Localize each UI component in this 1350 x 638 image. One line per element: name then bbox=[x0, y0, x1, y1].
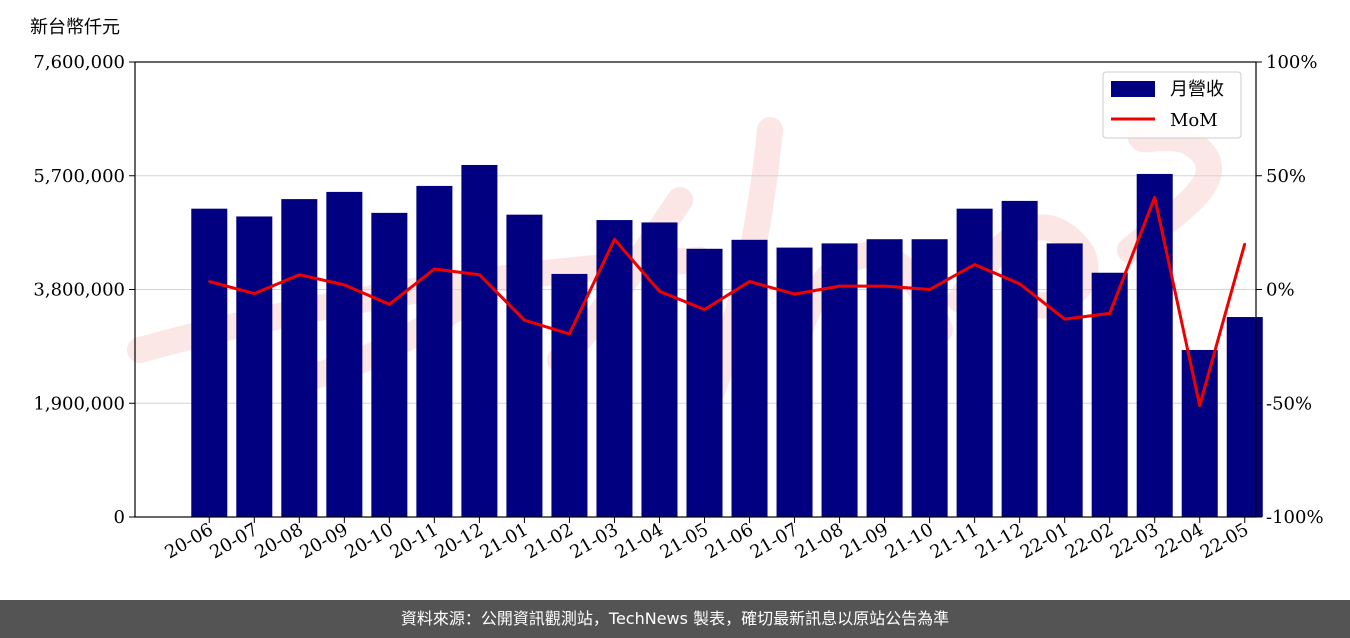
bar bbox=[551, 273, 588, 517]
mom-point bbox=[613, 238, 616, 241]
mom-point bbox=[973, 263, 976, 266]
x-tick-label: 22-01 bbox=[1017, 519, 1072, 563]
y-right-tick-label: 50% bbox=[1266, 166, 1306, 187]
bar bbox=[1226, 317, 1263, 517]
mom-point bbox=[568, 332, 571, 336]
legend: 月營收 MoM bbox=[1102, 71, 1242, 139]
y-left-tick-label: 0 bbox=[114, 507, 125, 528]
bar bbox=[1136, 173, 1173, 517]
y-right-tick-label: 0% bbox=[1266, 280, 1295, 301]
x-tick-label: 21-10 bbox=[882, 519, 937, 563]
y-left-tick-label: 7,600,000 bbox=[33, 52, 125, 73]
mom-point bbox=[928, 288, 931, 291]
bar bbox=[236, 216, 273, 518]
x-tick-label: 21-07 bbox=[747, 519, 802, 563]
x-tick-label: 21-06 bbox=[702, 519, 757, 563]
bar bbox=[596, 220, 633, 518]
mom-point bbox=[703, 308, 706, 311]
bar-series bbox=[191, 164, 1263, 518]
x-tick-label: 21-03 bbox=[567, 519, 622, 563]
x-axis: 20-0620-0720-0820-0920-1020-1120-1221-01… bbox=[161, 517, 1252, 563]
mom-point bbox=[1243, 242, 1246, 246]
mom-point bbox=[208, 280, 211, 283]
bar bbox=[1001, 200, 1038, 518]
x-tick-label: 21-11 bbox=[927, 519, 982, 563]
bar bbox=[1181, 349, 1218, 517]
bar bbox=[281, 199, 318, 517]
bar bbox=[641, 222, 678, 517]
bar bbox=[911, 239, 948, 518]
y-axis-left: 0 1,900,000 3,800,000 5,700,000 7,600,000 bbox=[33, 52, 135, 528]
unit-label: 新台幣仟元 bbox=[30, 17, 120, 38]
bar bbox=[821, 243, 858, 518]
revenue-chart: 新台幣仟元 0 1,900,000 3,800,000 5,700,000 7,600,… bbox=[30, 17, 1324, 563]
legend-swatch-revenue bbox=[1111, 81, 1155, 97]
y-left-tick-label: 3,800,000 bbox=[33, 280, 125, 301]
bar bbox=[371, 212, 408, 518]
mom-point bbox=[748, 280, 751, 283]
mom-point bbox=[388, 303, 391, 306]
mom-point bbox=[658, 290, 661, 293]
bar bbox=[506, 214, 543, 517]
x-tick-label: 20-08 bbox=[251, 519, 306, 563]
mom-point bbox=[1108, 312, 1111, 315]
mom-point bbox=[1018, 282, 1021, 286]
x-tick-label: 20-12 bbox=[431, 519, 486, 563]
x-tick-label: 22-05 bbox=[1197, 519, 1252, 563]
legend-label-mom: MoM bbox=[1170, 110, 1218, 131]
x-tick-label: 20-07 bbox=[206, 519, 261, 563]
bar bbox=[776, 247, 813, 517]
y-left-tick-label: 1,900,000 bbox=[33, 393, 125, 414]
x-tick-label: 22-02 bbox=[1062, 519, 1117, 563]
legend-label-revenue: 月營收 bbox=[1170, 79, 1224, 100]
mom-point bbox=[883, 284, 886, 288]
bar bbox=[326, 191, 363, 517]
mom-point bbox=[433, 267, 436, 271]
y-right-tick-label: 100% bbox=[1266, 52, 1317, 73]
x-tick-label: 21-08 bbox=[792, 519, 847, 563]
x-tick-label: 21-01 bbox=[476, 519, 531, 563]
mom-point bbox=[1063, 317, 1066, 321]
x-tick-label: 21-02 bbox=[522, 519, 577, 563]
y-right-tick-label: -50% bbox=[1266, 393, 1312, 414]
y-axis-right: -100% -50% 0% 50% 100% bbox=[1256, 52, 1324, 528]
mom-line bbox=[208, 195, 1247, 407]
mom-point bbox=[1153, 196, 1156, 199]
x-tick-label: 21-05 bbox=[657, 519, 712, 563]
x-tick-label: 21-09 bbox=[837, 519, 892, 563]
x-tick-label: 20-06 bbox=[161, 519, 216, 563]
bar bbox=[866, 239, 903, 518]
bar bbox=[956, 208, 993, 518]
bar bbox=[686, 248, 723, 517]
x-tick-label: 20-11 bbox=[386, 519, 441, 563]
x-tick-label: 20-09 bbox=[296, 519, 351, 563]
source-footer: 資料來源：公開資訊觀測站，TechNews 製表，確切最新訊息以原站公告為準 bbox=[0, 600, 1350, 638]
mom-point bbox=[1198, 404, 1201, 407]
x-tick-label: 21-04 bbox=[612, 519, 667, 563]
x-tick-label: 21-12 bbox=[972, 519, 1027, 563]
x-tick-label: 22-03 bbox=[1107, 519, 1162, 563]
mom-point bbox=[523, 319, 526, 322]
mom-point bbox=[793, 292, 796, 296]
bar bbox=[416, 185, 453, 518]
mom-point bbox=[298, 273, 301, 276]
mom-point bbox=[838, 284, 841, 288]
mom-point bbox=[478, 273, 481, 276]
bar bbox=[461, 164, 498, 517]
y-left-tick-label: 5,700,000 bbox=[33, 166, 125, 187]
mom-point bbox=[253, 292, 256, 295]
bar bbox=[1046, 243, 1083, 518]
mom-series bbox=[208, 195, 1247, 407]
bar bbox=[191, 208, 228, 518]
mom-point bbox=[343, 283, 346, 287]
y-right-tick-label: -100% bbox=[1266, 507, 1324, 528]
x-tick-label: 22-04 bbox=[1152, 519, 1207, 563]
x-tick-label: 20-10 bbox=[341, 519, 396, 563]
